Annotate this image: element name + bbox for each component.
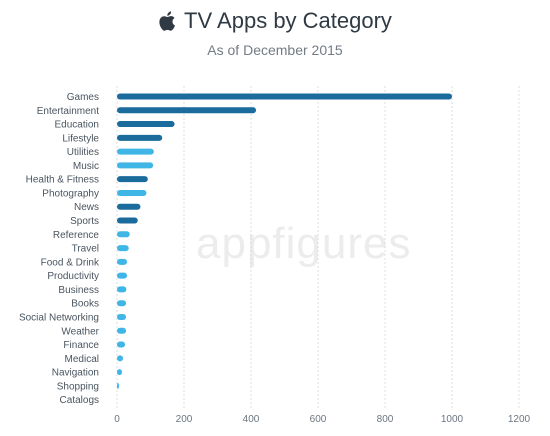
category-label: Health & Fitness	[26, 175, 99, 186]
category-label: Utilities	[67, 147, 99, 158]
category-label: Business	[58, 285, 99, 296]
category-label: Reference	[53, 230, 100, 241]
bar-layer	[117, 93, 452, 389]
chart-title: TV Apps by Category	[184, 8, 392, 33]
category-label: Food & Drink	[41, 257, 100, 268]
x-tick-label: 1200	[508, 414, 531, 425]
bar-food-drink	[117, 258, 128, 265]
category-label: Games	[67, 92, 99, 103]
bar-social-networking	[117, 313, 127, 320]
label-layer: Games Entertainment Education Lifestyle Util…	[19, 92, 100, 406]
bar-utilities	[117, 148, 154, 155]
category-label: Entertainment	[37, 106, 99, 117]
bar-news	[117, 203, 141, 210]
category-label: Education	[55, 120, 99, 131]
watermark-text: appfigures	[196, 219, 412, 268]
bar-games	[117, 93, 452, 100]
category-label: Weather	[61, 326, 99, 337]
tick-layer: 0 200 400 600 800 1000 1200	[114, 414, 530, 425]
bar-reference	[117, 231, 130, 238]
bar-music	[117, 162, 154, 169]
bar-travel	[117, 245, 129, 252]
bar-health-fitness	[117, 176, 148, 183]
x-tick-label: 400	[243, 414, 260, 425]
chart-subtitle: As of December 2015	[207, 42, 343, 58]
bar-lifestyle	[117, 134, 163, 141]
x-tick-label: 0	[114, 414, 120, 425]
bar-business	[117, 286, 127, 293]
bar-weather	[117, 327, 127, 334]
category-label: Photography	[42, 188, 99, 199]
bar-sports	[117, 217, 138, 224]
bar-education	[117, 121, 175, 128]
x-tick-label: 600	[310, 414, 327, 425]
category-label: Catalogs	[60, 395, 99, 406]
category-label: Finance	[63, 340, 99, 351]
x-tick-label: 1000	[441, 414, 464, 425]
bar-photography	[117, 189, 147, 196]
bar-medical	[117, 355, 124, 362]
category-label: Medical	[65, 354, 99, 365]
category-label: Music	[73, 161, 99, 172]
category-label: Navigation	[52, 368, 99, 379]
category-label: Travel	[72, 244, 99, 255]
bar-productivity	[117, 272, 128, 279]
category-label: Lifestyle	[62, 133, 99, 144]
x-tick-label: 800	[377, 414, 394, 425]
bar-navigation	[117, 369, 123, 376]
apple-logo-icon	[159, 11, 176, 31]
bar-finance	[117, 341, 126, 348]
category-label: Social Networking	[19, 312, 99, 323]
category-label: News	[74, 202, 99, 213]
category-label: Shopping	[57, 381, 99, 392]
category-label: Books	[71, 299, 99, 310]
x-tick-label: 200	[176, 414, 193, 425]
bar-books	[117, 300, 127, 307]
bar-shopping	[117, 382, 119, 389]
grid-layer	[116, 86, 520, 408]
category-label: Productivity	[47, 271, 99, 282]
bar-entertainment	[117, 107, 257, 114]
title-row: TV Apps by Category	[0, 6, 550, 36]
category-label: Sports	[70, 216, 99, 227]
